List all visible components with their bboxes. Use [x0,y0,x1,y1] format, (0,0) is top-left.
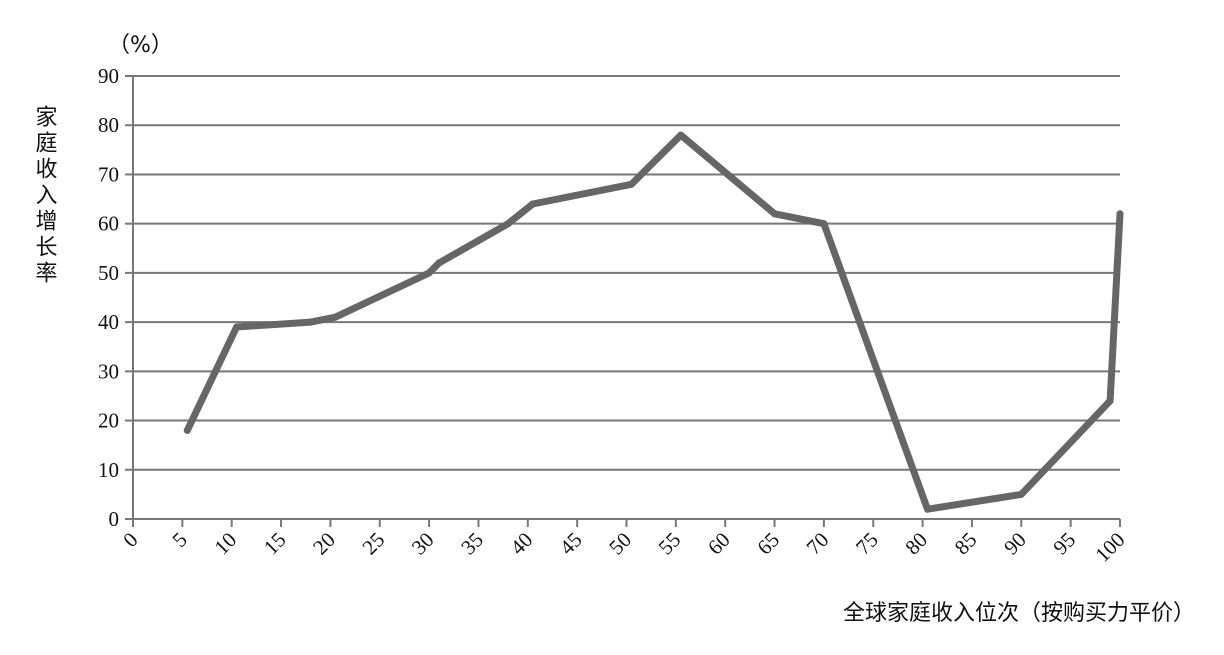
data-point [504,220,512,228]
x-tick-label: 75 [851,528,883,560]
x-tick-label: 40 [506,528,538,560]
x-tick-label: 50 [604,528,636,560]
y-tick-label: 10 [98,458,119,482]
x-tick-label: 90 [999,528,1031,560]
grid-lines [133,75,1120,471]
y-tick-label: 90 [98,64,119,88]
data-point [331,313,339,321]
y-unit-label: （%） [108,33,173,58]
x-tick-label: 25 [357,528,389,560]
data-point [1017,490,1025,498]
y-tick-label: 70 [98,162,119,186]
x-tick-label: 100 [1090,528,1129,567]
data-point [771,210,779,218]
data-point [233,323,241,331]
axes [125,75,1121,527]
x-tick-label: 70 [802,528,834,560]
y-tick-label: 60 [98,212,119,236]
x-tick-labels: 0 5 10 15 20 25 30 35 40 45 50 55 60 65 70 75 80 85 90 95 10… [118,528,1129,567]
x-tick-label: 85 [950,528,982,560]
x-tick-label: 5 [167,528,191,552]
series-line-0 [183,131,1124,513]
y-axis-title: 家庭收入增长率 [32,105,58,287]
data-point [307,318,315,326]
x-axis-title: 全球家庭收入位次（按购买力平价） [843,601,1195,626]
x-tick-label: 45 [555,528,587,560]
data-point [425,269,433,277]
data-point [924,505,931,513]
x-tick-label: 60 [703,528,735,560]
x-tick-label: 80 [900,528,932,560]
data-point [529,200,537,208]
y-tick-label: 0 [109,507,120,531]
x-tick-label: 30 [407,528,439,560]
x-tick-label: 55 [654,528,686,560]
x-tick-label: 35 [456,528,488,560]
y-tick-label: 80 [98,113,119,137]
y-tick-label: 20 [98,409,119,433]
data-series [183,131,1124,513]
y-tick-labels: 0 10 20 30 40 50 60 70 80 90 [98,64,119,531]
data-point [435,259,443,267]
x-tick-label: 95 [1048,528,1080,560]
x-tick-label: 10 [209,528,241,560]
data-point [1106,397,1114,405]
data-point [1116,210,1124,218]
data-point [820,220,828,228]
data-point [677,131,685,139]
y-tick-label: 50 [98,261,119,285]
x-tick-label: 20 [308,528,340,560]
x-tick-label: 65 [752,528,784,560]
data-point [183,426,191,434]
data-point [627,180,635,188]
x-tick-label: 15 [259,528,291,560]
y-tick-label: 30 [98,359,119,383]
y-tick-label: 40 [98,310,119,334]
x-tick-label: 0 [118,528,142,552]
